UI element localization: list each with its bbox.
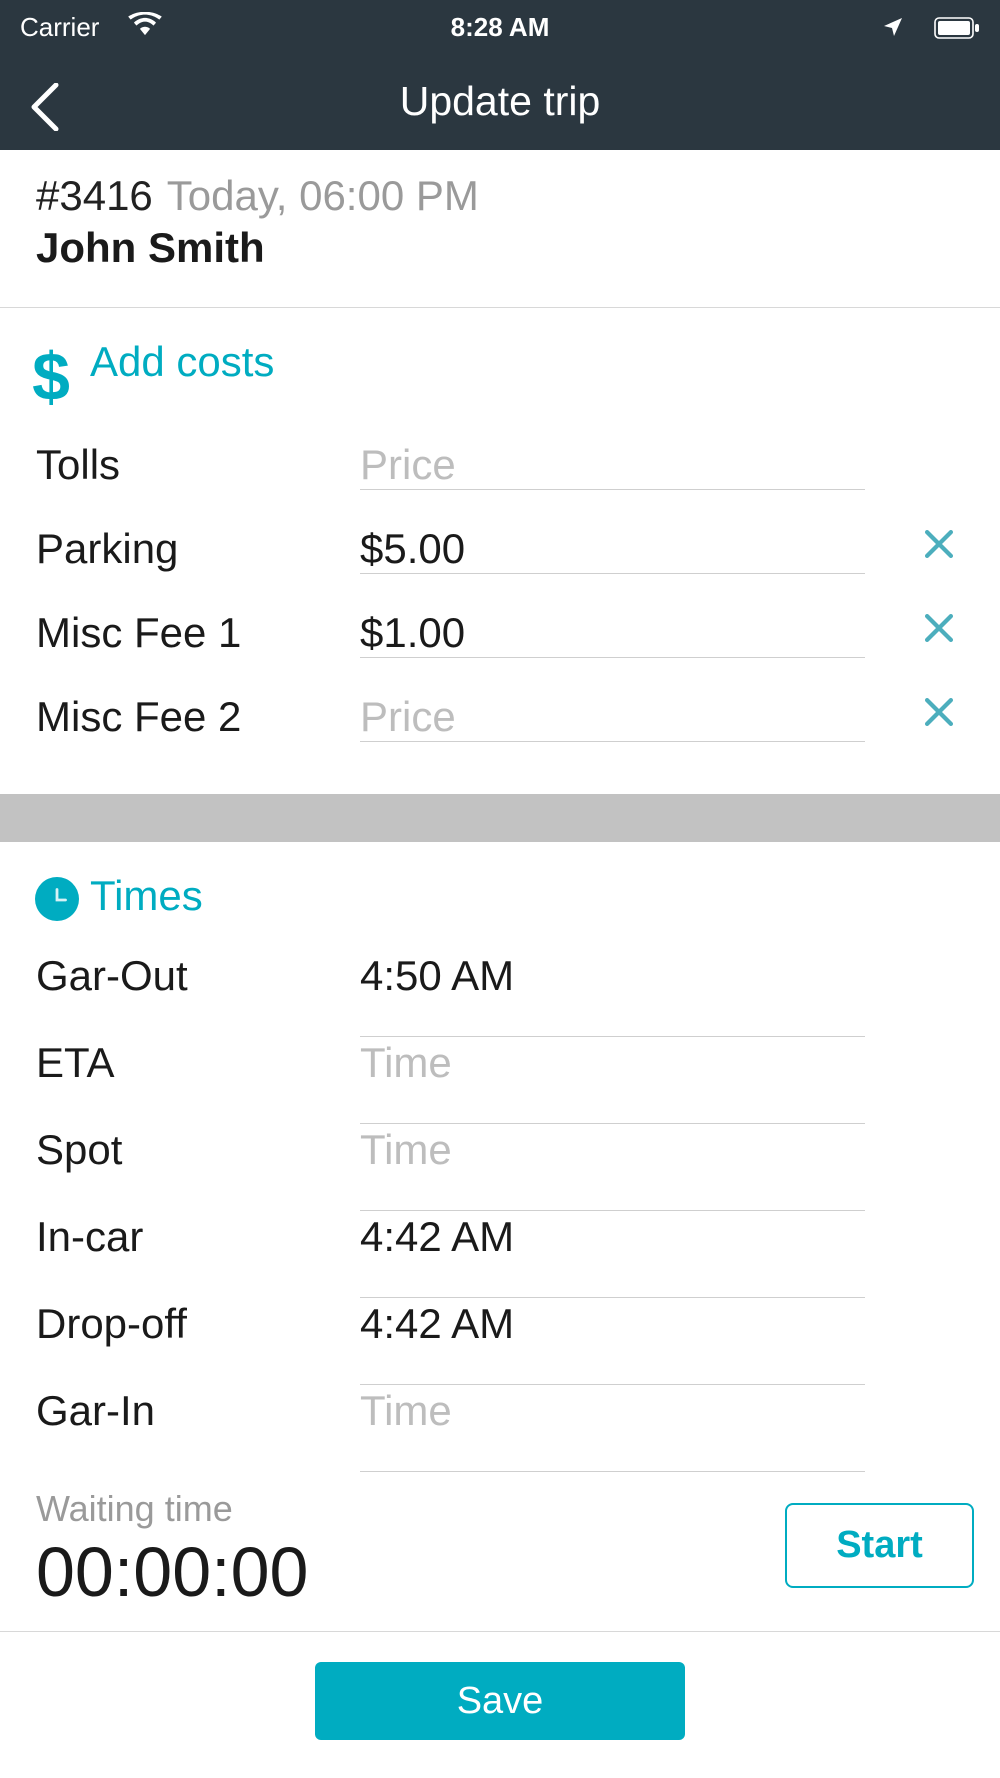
svg-text:$: $ bbox=[32, 339, 70, 415]
